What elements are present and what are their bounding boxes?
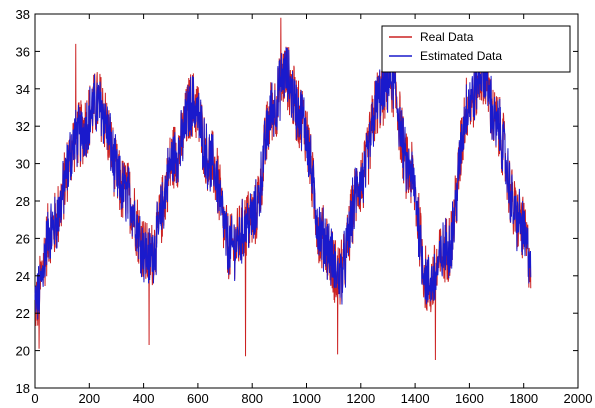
legend-box xyxy=(381,25,571,73)
x-tick-label: 1200 xyxy=(346,391,375,406)
y-tick-label: 38 xyxy=(16,7,30,22)
y-tick-label: 30 xyxy=(16,157,30,172)
y-tick-label: 28 xyxy=(16,194,30,209)
y-tick-label: 36 xyxy=(16,44,30,59)
x-tick-label: 2000 xyxy=(564,391,593,406)
x-tick-label: 1000 xyxy=(292,391,321,406)
x-tick-label: 0 xyxy=(31,391,38,406)
y-tick-label: 26 xyxy=(16,231,30,246)
y-tick-label: 34 xyxy=(16,82,30,97)
y-tick-label: 18 xyxy=(16,381,30,396)
x-tick-label: 1800 xyxy=(509,391,538,406)
y-tick-label: 32 xyxy=(16,119,30,134)
y-tick-label: 22 xyxy=(16,306,30,321)
x-tick-label: 600 xyxy=(187,391,209,406)
ticks-layer: 0 200 400 600 800 1000 1200 1400 1600 1800 2000 18 2… xyxy=(16,7,593,406)
legend: Real Data Estimated Data xyxy=(381,25,571,73)
x-tick-label: 200 xyxy=(78,391,100,406)
legend-label-estimated-data: Estimated Data xyxy=(420,49,502,63)
x-tick-label: 1400 xyxy=(401,391,430,406)
x-tick-label: 800 xyxy=(241,391,263,406)
y-tick-label: 24 xyxy=(16,269,30,284)
series-line-estimated-data xyxy=(34,39,532,320)
y-tick-label: 20 xyxy=(16,344,30,359)
x-tick-label: 1600 xyxy=(455,391,484,406)
legend-label-real-data: Real Data xyxy=(420,30,474,44)
x-tick-label: 400 xyxy=(133,391,155,406)
series-layer xyxy=(34,17,532,360)
